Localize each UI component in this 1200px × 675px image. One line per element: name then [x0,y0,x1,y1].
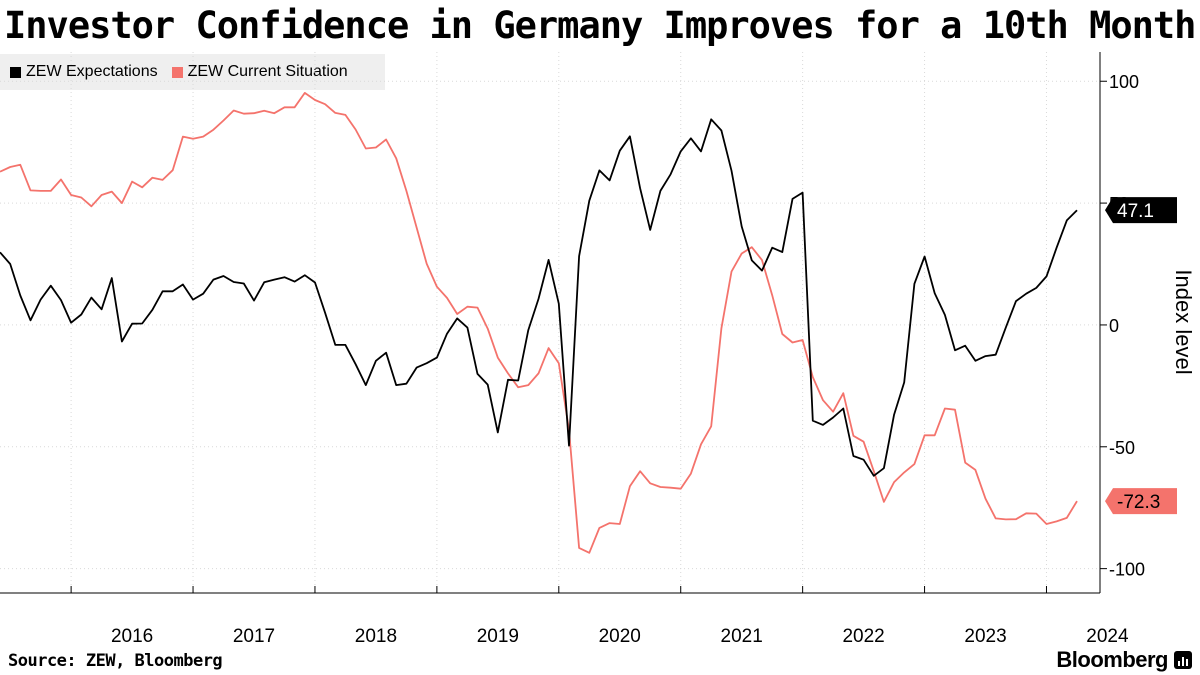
source-note: Source: ZEW, Bloomberg [8,651,223,671]
last-value-callout-current-situation [1105,488,1177,515]
x-tick-label: 2020 [599,626,641,647]
x-tick-label: 2023 [964,626,1006,647]
chart-title: Investor Confidence in Germany Improves … [4,4,1196,47]
legend-item-expectations: ZEW Expectations [10,63,158,81]
last-value-label-expectations: 47.1 [1117,201,1154,222]
x-tick-label: 2016 [111,626,153,647]
last-value-label-current-situation: -72.3 [1117,492,1160,513]
series-line-expectations [0,118,1078,477]
x-tick-label: 2019 [477,626,519,647]
series-line-current-situation [0,92,1078,554]
y-axis-title: Index level [1171,269,1196,374]
y-tick-label: -50 [1109,438,1135,458]
legend: ZEW Expectations ZEW Current Situation [0,54,385,90]
y-tick-label: 0 [1109,316,1119,336]
y-tick-label: -100 [1109,560,1145,580]
x-tick-label: 2022 [842,626,884,647]
y-tick-label: 100 [1109,72,1139,92]
x-tick-label: 2018 [355,626,397,647]
legend-swatch-current-situation [171,66,183,78]
x-tick-label: 2021 [721,626,763,647]
bloomberg-terminal-icon [1174,651,1192,669]
x-tick-label: 2024 [1086,626,1129,647]
legend-swatch-expectations [10,66,21,78]
brand-logo: Bloomberg [1056,647,1168,672]
legend-item-current-situation: ZEW Current Situation [171,63,348,81]
legend-label-current-situation: ZEW Current Situation [187,63,348,80]
legend-label-expectations: ZEW Expectations [26,63,158,80]
x-tick-label: 2017 [233,626,275,647]
last-value-callout-expectations [1105,197,1177,224]
